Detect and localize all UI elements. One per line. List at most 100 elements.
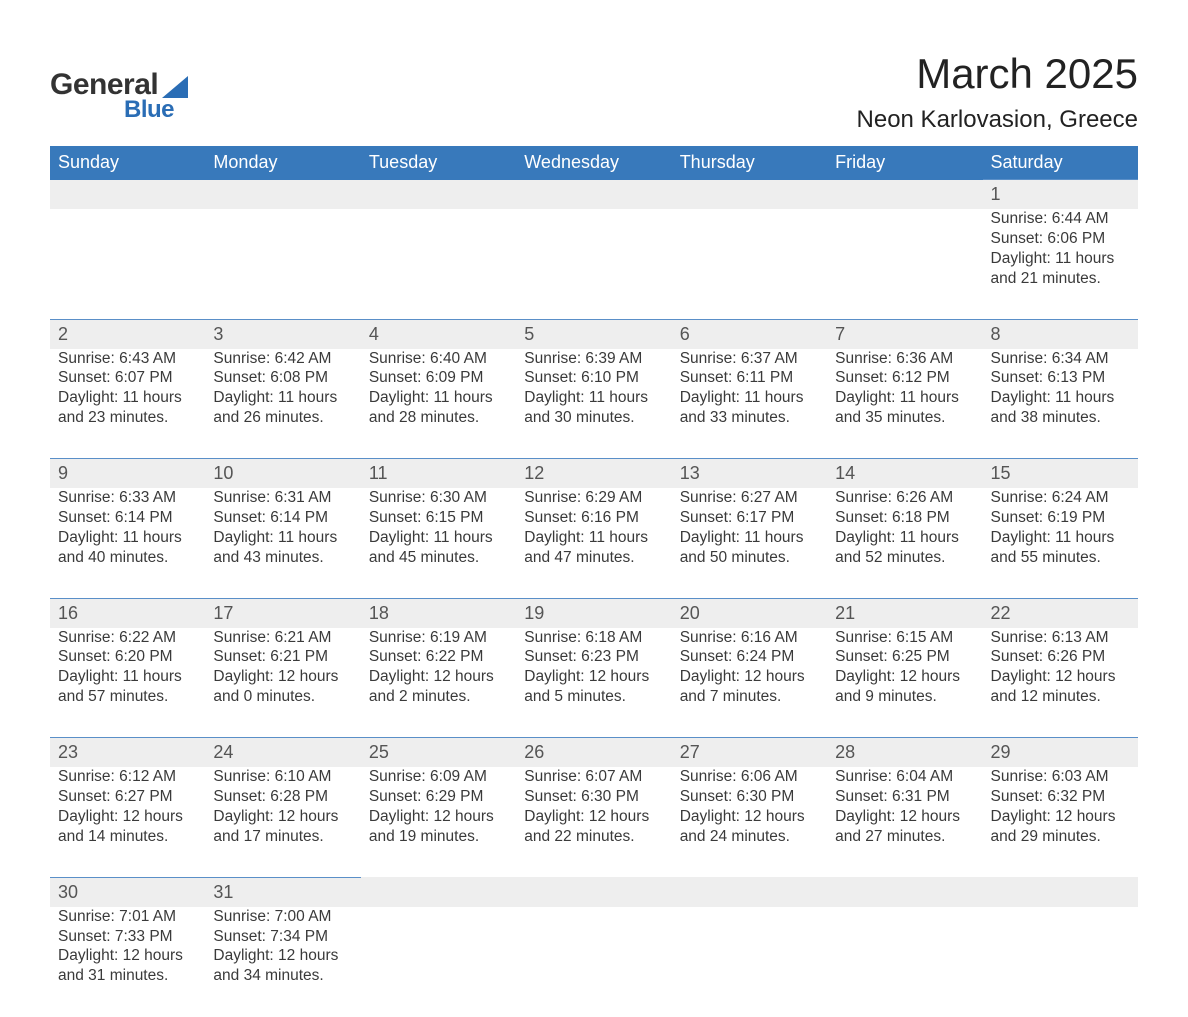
day-detail-cell: Sunrise: 6:12 AMSunset: 6:27 PMDaylight:… (50, 767, 205, 877)
week-row: Sunrise: 6:12 AMSunset: 6:27 PMDaylight:… (50, 767, 1138, 877)
day-number-cell: 4 (361, 319, 516, 349)
daylight-line: Daylight: 11 hours and 38 minutes. (991, 388, 1130, 428)
day-detail-cell: Sunrise: 6:37 AMSunset: 6:11 PMDaylight:… (672, 349, 827, 459)
col-monday: Monday (205, 146, 360, 180)
day-number-cell: 17 (205, 598, 360, 628)
header: General Blue March 2025 Neon Karlovasion… (50, 50, 1138, 134)
sunset-line: Sunset: 6:21 PM (213, 647, 352, 667)
day-detail-cell: Sunrise: 6:21 AMSunset: 6:21 PMDaylight:… (205, 628, 360, 738)
day-number-cell: 27 (672, 738, 827, 768)
day-number-cell: 26 (516, 738, 671, 768)
daylight-line: Daylight: 12 hours and 17 minutes. (213, 807, 352, 847)
day-number-cell (361, 877, 516, 907)
sunset-line: Sunset: 6:16 PM (524, 508, 663, 528)
day-detail-cell: Sunrise: 6:10 AMSunset: 6:28 PMDaylight:… (205, 767, 360, 877)
day-detail-cell: Sunrise: 6:34 AMSunset: 6:13 PMDaylight:… (983, 349, 1138, 459)
day-detail-cell: Sunrise: 6:40 AMSunset: 6:09 PMDaylight:… (361, 349, 516, 459)
daynum-row: 2345678 (50, 319, 1138, 349)
day-number-cell: 29 (983, 738, 1138, 768)
day-detail-cell: Sunrise: 6:18 AMSunset: 6:23 PMDaylight:… (516, 628, 671, 738)
daynum-row: 3031 (50, 877, 1138, 907)
day-detail-cell (827, 907, 982, 1017)
daylight-line: Daylight: 11 hours and 50 minutes. (680, 528, 819, 568)
sunrise-line: Sunrise: 6:42 AM (213, 349, 352, 369)
day-number-cell: 8 (983, 319, 1138, 349)
sunrise-line: Sunrise: 6:40 AM (369, 349, 508, 369)
day-number-cell: 19 (516, 598, 671, 628)
sunset-line: Sunset: 6:14 PM (58, 508, 197, 528)
day-detail-cell: Sunrise: 6:43 AMSunset: 6:07 PMDaylight:… (50, 349, 205, 459)
weekday-header-row: Sunday Monday Tuesday Wednesday Thursday… (50, 146, 1138, 180)
day-number-cell: 3 (205, 319, 360, 349)
sunset-line: Sunset: 6:29 PM (369, 787, 508, 807)
sunrise-line: Sunrise: 7:00 AM (213, 907, 352, 927)
daylight-line: Daylight: 12 hours and 0 minutes. (213, 667, 352, 707)
sunrise-line: Sunrise: 6:26 AM (835, 488, 974, 508)
day-detail-cell (672, 209, 827, 319)
day-number-cell (50, 180, 205, 210)
week-row: Sunrise: 6:43 AMSunset: 6:07 PMDaylight:… (50, 349, 1138, 459)
sunrise-line: Sunrise: 6:39 AM (524, 349, 663, 369)
day-detail-cell: Sunrise: 6:04 AMSunset: 6:31 PMDaylight:… (827, 767, 982, 877)
daylight-line: Daylight: 11 hours and 33 minutes. (680, 388, 819, 428)
day-number-cell: 22 (983, 598, 1138, 628)
sunset-line: Sunset: 7:33 PM (58, 927, 197, 947)
sunrise-line: Sunrise: 6:13 AM (991, 628, 1130, 648)
sunrise-line: Sunrise: 6:43 AM (58, 349, 197, 369)
col-sunday: Sunday (50, 146, 205, 180)
sunrise-line: Sunrise: 6:18 AM (524, 628, 663, 648)
daylight-line: Daylight: 11 hours and 26 minutes. (213, 388, 352, 428)
sunset-line: Sunset: 6:32 PM (991, 787, 1130, 807)
daylight-line: Daylight: 12 hours and 14 minutes. (58, 807, 197, 847)
daylight-line: Daylight: 12 hours and 27 minutes. (835, 807, 974, 847)
day-number-cell: 12 (516, 459, 671, 489)
daylight-line: Daylight: 12 hours and 12 minutes. (991, 667, 1130, 707)
day-number-cell: 9 (50, 459, 205, 489)
day-number-cell (672, 180, 827, 210)
day-detail-cell (672, 907, 827, 1017)
sunrise-line: Sunrise: 6:19 AM (369, 628, 508, 648)
daylight-line: Daylight: 12 hours and 7 minutes. (680, 667, 819, 707)
sunset-line: Sunset: 6:30 PM (680, 787, 819, 807)
day-number-cell: 25 (361, 738, 516, 768)
day-detail-cell: Sunrise: 6:06 AMSunset: 6:30 PMDaylight:… (672, 767, 827, 877)
sunrise-line: Sunrise: 6:10 AM (213, 767, 352, 787)
daylight-line: Daylight: 12 hours and 34 minutes. (213, 946, 352, 986)
day-detail-cell (516, 209, 671, 319)
daylight-line: Daylight: 11 hours and 23 minutes. (58, 388, 197, 428)
daylight-line: Daylight: 12 hours and 24 minutes. (680, 807, 819, 847)
day-detail-cell: Sunrise: 6:22 AMSunset: 6:20 PMDaylight:… (50, 628, 205, 738)
day-detail-cell: Sunrise: 6:44 AMSunset: 6:06 PMDaylight:… (983, 209, 1138, 319)
day-number-cell: 14 (827, 459, 982, 489)
daynum-row: 23242526272829 (50, 738, 1138, 768)
daylight-line: Daylight: 11 hours and 30 minutes. (524, 388, 663, 428)
title-block: March 2025 Neon Karlovasion, Greece (857, 50, 1138, 134)
day-detail-cell: Sunrise: 6:39 AMSunset: 6:10 PMDaylight:… (516, 349, 671, 459)
daylight-line: Daylight: 11 hours and 43 minutes. (213, 528, 352, 568)
sunset-line: Sunset: 6:30 PM (524, 787, 663, 807)
daylight-line: Daylight: 12 hours and 2 minutes. (369, 667, 508, 707)
sunset-line: Sunset: 6:22 PM (369, 647, 508, 667)
day-number-cell: 11 (361, 459, 516, 489)
sunrise-line: Sunrise: 6:31 AM (213, 488, 352, 508)
day-number-cell (205, 180, 360, 210)
day-number-cell: 21 (827, 598, 982, 628)
day-detail-cell: Sunrise: 6:29 AMSunset: 6:16 PMDaylight:… (516, 488, 671, 598)
col-saturday: Saturday (983, 146, 1138, 180)
sunset-line: Sunset: 6:15 PM (369, 508, 508, 528)
day-number-cell: 28 (827, 738, 982, 768)
sunrise-line: Sunrise: 6:44 AM (991, 209, 1130, 229)
day-number-cell: 10 (205, 459, 360, 489)
day-number-cell: 15 (983, 459, 1138, 489)
sunset-line: Sunset: 6:07 PM (58, 368, 197, 388)
day-number-cell: 13 (672, 459, 827, 489)
sunset-line: Sunset: 6:23 PM (524, 647, 663, 667)
logo-word-2: Blue (124, 96, 188, 124)
calendar-table: Sunday Monday Tuesday Wednesday Thursday… (50, 146, 1138, 1017)
day-detail-cell (361, 907, 516, 1017)
daylight-line: Daylight: 11 hours and 35 minutes. (835, 388, 974, 428)
daylight-line: Daylight: 12 hours and 22 minutes. (524, 807, 663, 847)
daylight-line: Daylight: 12 hours and 19 minutes. (369, 807, 508, 847)
day-detail-cell: Sunrise: 6:33 AMSunset: 6:14 PMDaylight:… (50, 488, 205, 598)
daylight-line: Daylight: 12 hours and 9 minutes. (835, 667, 974, 707)
